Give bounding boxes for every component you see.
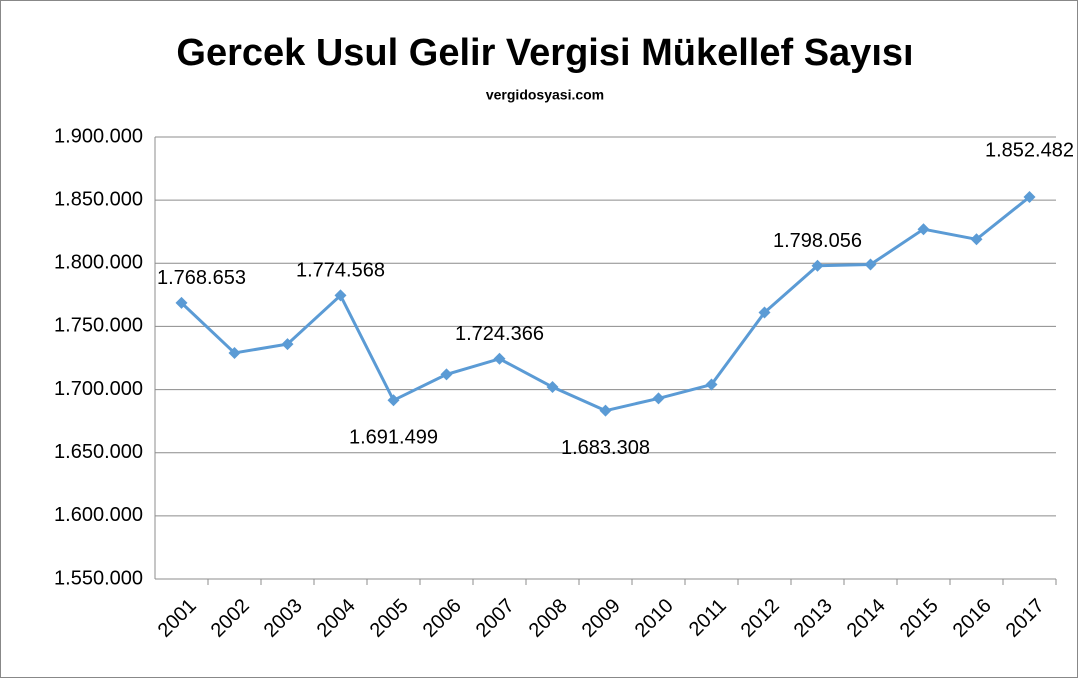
data-label: 1.798.056 [773,230,862,252]
y-tick-label: 1.650.000 [54,441,143,463]
data-point [811,259,824,272]
y-tick-label: 1.700.000 [54,378,143,400]
data-point [705,378,718,391]
data-point [1023,191,1036,204]
data-point [228,346,241,359]
y-tick-label: 1.800.000 [54,252,143,274]
data-point [493,352,506,365]
data-label: 1.683.308 [561,437,650,459]
data-point [175,296,188,309]
data-point [970,233,983,246]
data-point [758,306,771,319]
data-point [652,392,665,405]
chart-subtitle: vergidosyasi.com [486,87,604,103]
data-label: 1.768.653 [157,267,246,289]
y-tick-label: 1.600.000 [54,504,143,526]
data-point [281,338,294,351]
data-point [334,289,347,302]
data-point [599,404,612,417]
y-tick-label: 1.900.000 [54,125,143,147]
data-point [440,368,453,381]
data-point [387,394,400,407]
y-tick-label: 1.750.000 [54,315,143,337]
data-label: 1.852.482 [985,139,1074,161]
chart-title: Gercek Usul Gelir Vergisi Mükellef Sayıs… [176,32,913,74]
data-label: 1.691.499 [349,427,438,449]
y-tick-label: 1.850.000 [54,188,143,210]
data-point [546,381,559,394]
data-label: 1.724.366 [455,323,544,345]
y-tick-label: 1.550.000 [54,567,143,589]
data-point [864,258,877,271]
data-point [917,223,930,236]
data-label: 1.774.568 [296,260,385,282]
